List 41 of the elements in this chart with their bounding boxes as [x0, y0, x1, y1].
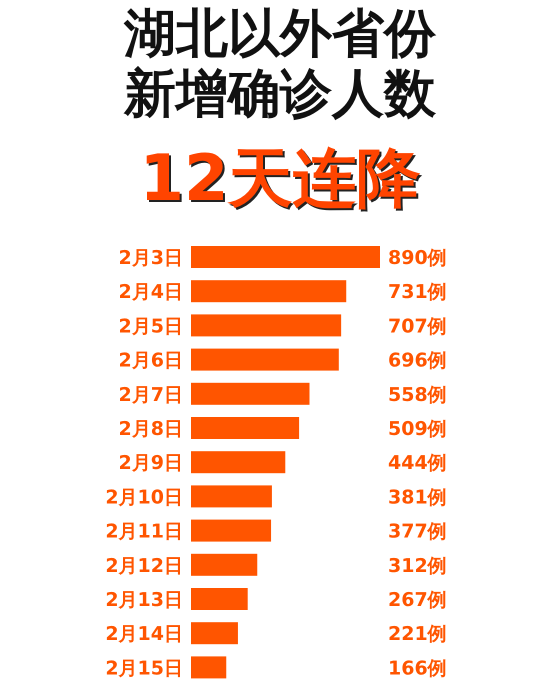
bar: [191, 314, 342, 336]
bar: [191, 246, 380, 268]
y-tick-label: 2月14日: [105, 623, 183, 646]
y-tick-label: 2月9日: [118, 452, 183, 474]
chart-subtitle: 12天连降: [138, 141, 422, 218]
bar: [191, 656, 226, 678]
data-label: 558例: [388, 384, 447, 406]
data-label: 509例: [388, 418, 447, 440]
y-tick-label: 2月4日: [118, 281, 183, 304]
data-label: 381例: [388, 486, 447, 508]
bar: [191, 348, 339, 371]
data-label: 377例: [388, 520, 447, 543]
y-tick-label: 2月15日: [105, 657, 183, 680]
data-label: 890例: [388, 247, 447, 269]
data-label: 166例: [388, 657, 447, 680]
y-tick-label: 2月5日: [118, 315, 183, 338]
data-label: 267例: [388, 589, 447, 611]
bar: [191, 280, 346, 302]
y-tick-label: 2月12日: [105, 554, 183, 577]
y-tick-label: 2月10日: [105, 486, 183, 508]
chart-title: 湖北以外省份新增确诊人数: [122, 4, 438, 124]
bar: [191, 451, 286, 474]
data-label: 707例: [388, 315, 447, 338]
data-label: 731例: [388, 281, 447, 304]
y-tick-label: 2月13日: [105, 589, 183, 611]
y-tick-label: 2月6日: [118, 350, 183, 372]
y-tick-label: 2月8日: [118, 418, 183, 440]
bar: [191, 588, 248, 610]
bar: [191, 485, 272, 508]
bar: [191, 554, 258, 576]
y-tick-label: 2月11日: [105, 520, 183, 543]
data-label: 312例: [388, 554, 447, 577]
bar: [191, 520, 272, 542]
y-tick-label: 2月3日: [118, 247, 183, 269]
data-label: 444例: [388, 452, 447, 474]
data-label: 221例: [388, 623, 447, 646]
bar: [191, 417, 300, 439]
bar: [191, 622, 238, 644]
y-tick-label: 2月7日: [118, 384, 183, 406]
data-label: 696例: [388, 350, 447, 372]
bar: [191, 382, 310, 405]
